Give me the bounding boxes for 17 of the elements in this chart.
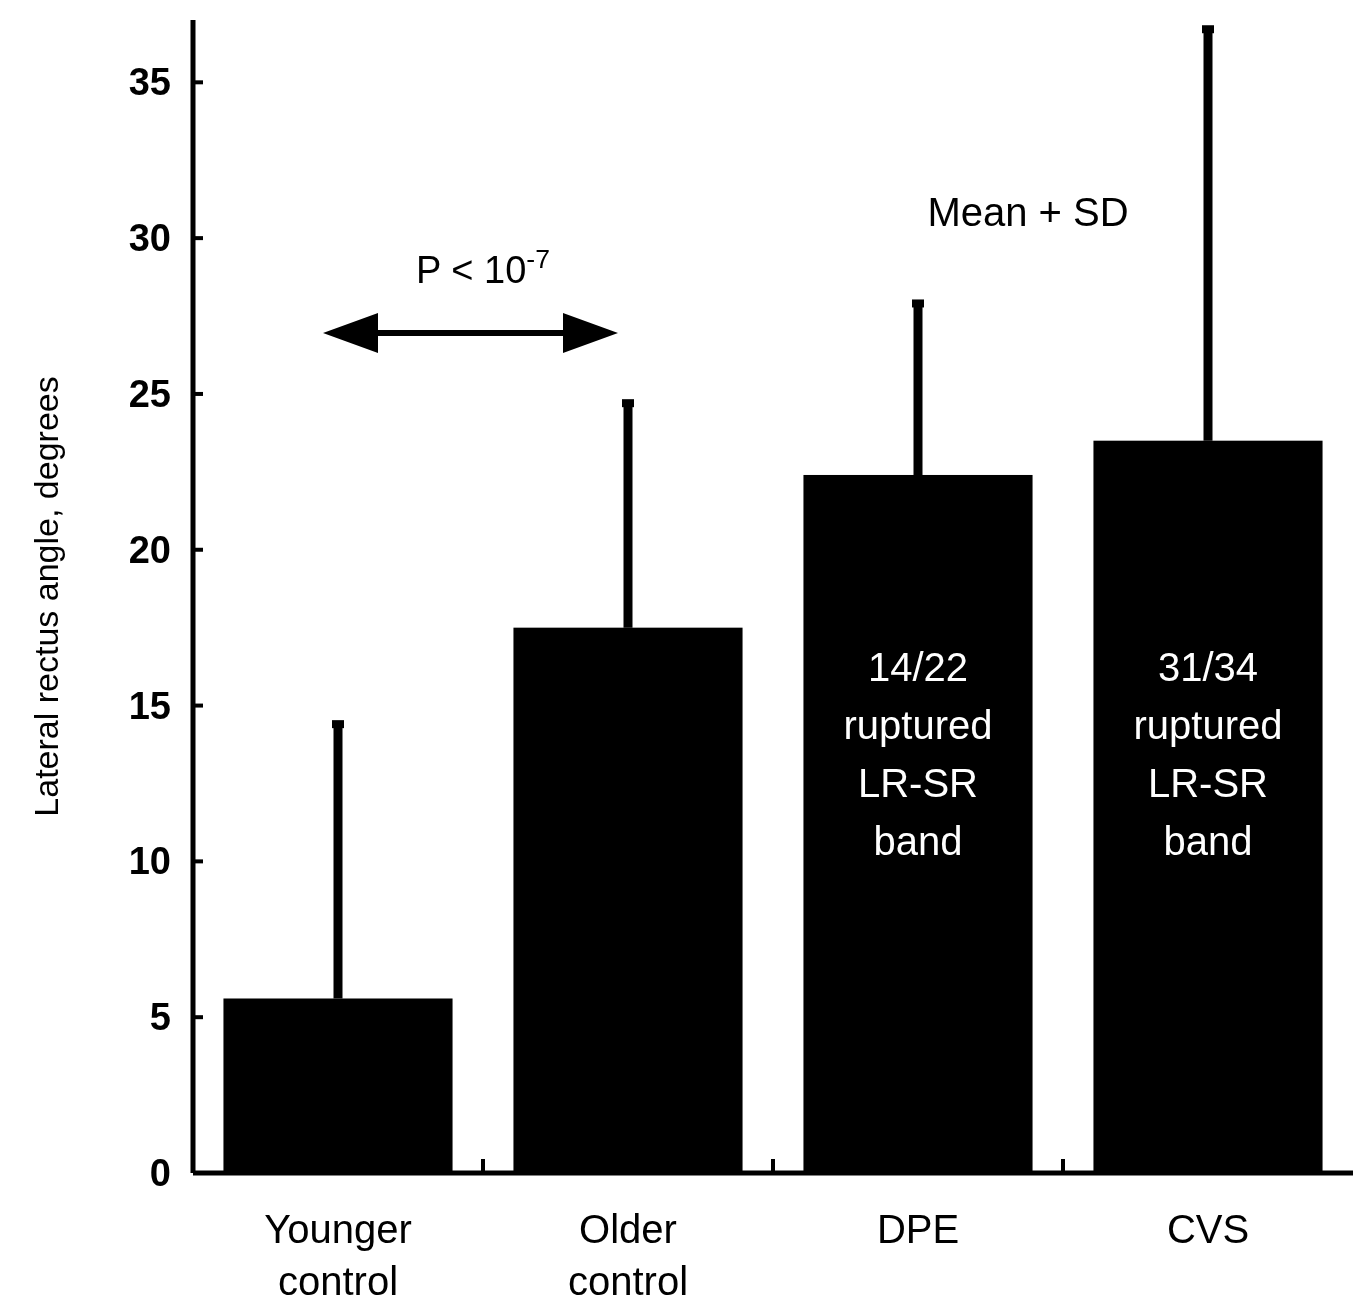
y-tick-label: 5	[149, 996, 171, 1039]
x-tick-label: CVS	[1166, 1207, 1250, 1251]
y-tick-label: 25	[128, 372, 171, 415]
annotation: P < 10$^{-7}$	[416, 244, 550, 291]
annotation: Mean + SD	[927, 190, 1129, 234]
y-tick-label: 15	[128, 684, 171, 727]
y-axis-title: Lateral rectus angle, degrees	[27, 376, 65, 817]
x-tick-label: Younger control	[264, 1207, 412, 1299]
y-tick-label: 30	[128, 217, 171, 260]
y-tick-label: 35	[128, 61, 171, 104]
y-tick-label: 20	[128, 528, 171, 571]
x-tick-label: DPE	[876, 1207, 960, 1251]
x-tick-label: Older control	[567, 1207, 689, 1299]
annotation: 14/22 ruptured LR-SR band	[843, 645, 993, 863]
y-tick-label: 0	[149, 1152, 171, 1194]
y-tick-label: 10	[128, 840, 171, 883]
annotation: 31/34 ruptured LR-SR band	[1133, 645, 1283, 863]
